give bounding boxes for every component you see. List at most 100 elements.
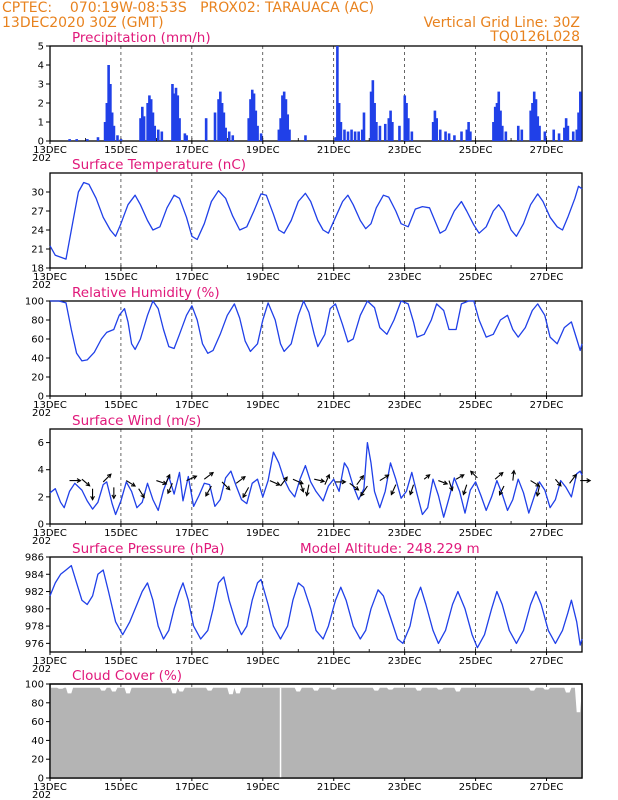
wind-arrow-26 bbox=[360, 485, 368, 497]
wind-xtick-label-5: 23DEC bbox=[388, 528, 422, 539]
precip-bar-14 bbox=[142, 116, 146, 141]
wind-arrow-17 bbox=[280, 476, 288, 487]
temp-ytick-label-1: 21 bbox=[31, 245, 44, 256]
precip-ytick-label-4: 4 bbox=[38, 61, 44, 72]
header-model-code: TQ0126L028 bbox=[490, 29, 580, 45]
precip-bar-27 bbox=[183, 133, 187, 141]
precip-ytick-label-2: 2 bbox=[38, 99, 44, 110]
wind-ytick-label-3: 6 bbox=[38, 438, 44, 449]
precip-bar-28 bbox=[185, 135, 188, 141]
precip-bar-106 bbox=[557, 133, 561, 141]
wind-arrow-43 bbox=[580, 478, 592, 483]
rh-ytick-label-2: 40 bbox=[31, 354, 44, 365]
precip-bar-58 bbox=[346, 131, 350, 141]
precip-bar-82 bbox=[444, 131, 447, 141]
precip-xtick-label-0: 13DEC bbox=[33, 145, 67, 156]
wind-arrow-30 bbox=[423, 474, 431, 480]
wind-year-label: 202 bbox=[32, 536, 51, 547]
precip-bar-5 bbox=[105, 103, 109, 141]
wind-xtick-label-7: 27DEC bbox=[530, 528, 564, 539]
precip-bar-69 bbox=[383, 123, 387, 141]
precip-bar-17 bbox=[149, 99, 153, 141]
cloud-xtick-label-5: 23DEC bbox=[388, 782, 422, 793]
precip-bar-62 bbox=[360, 129, 364, 141]
wind-arrow-38 bbox=[511, 469, 516, 481]
precip-bar-49 bbox=[284, 99, 288, 141]
precip-bar-33 bbox=[220, 103, 224, 141]
precip-bar-15 bbox=[146, 103, 149, 141]
wind-xtick-label-3: 19DEC bbox=[246, 528, 280, 539]
precip-ytick-label-5: 5 bbox=[38, 42, 44, 53]
wind-xtick-label-1: 15DEC bbox=[104, 528, 138, 539]
precip-bar-26 bbox=[178, 118, 181, 141]
precip-year-label: 202 bbox=[32, 153, 51, 164]
precip-bar-68 bbox=[378, 125, 382, 141]
wind-ytick-label-0: 0 bbox=[38, 520, 44, 531]
precip-bar-6 bbox=[107, 65, 110, 141]
precip-bar-92 bbox=[497, 91, 501, 141]
precip-bar-113 bbox=[579, 91, 582, 141]
wind-series-line bbox=[49, 441, 583, 518]
pres-year-label: 202 bbox=[32, 664, 51, 675]
rh-xtick-label-2: 17DEC bbox=[175, 400, 209, 411]
precip-bar-87 bbox=[467, 122, 470, 141]
pres-series-line bbox=[49, 564, 583, 649]
wind-arrow-1 bbox=[81, 478, 91, 487]
temp-ytick-label-4: 30 bbox=[31, 188, 44, 199]
precip-bar-65 bbox=[371, 80, 375, 141]
header-line-2: 13DEC2020 30Z (GMT) bbox=[2, 15, 164, 31]
precip-bar-108 bbox=[564, 118, 568, 141]
precip-bar-21 bbox=[160, 131, 164, 141]
rh-year-label: 202 bbox=[32, 408, 51, 419]
wind-arrow-24 bbox=[349, 482, 360, 491]
precip-bar-35 bbox=[224, 127, 227, 141]
precip-bar-103 bbox=[538, 125, 541, 141]
wind-arrow-2 bbox=[90, 488, 95, 501]
pres-xtick-label-0: 13DEC bbox=[33, 656, 67, 667]
wind-arrow-34 bbox=[462, 484, 468, 496]
pres-ytick-label-0: 976 bbox=[25, 639, 44, 650]
precip-bar-84 bbox=[453, 135, 456, 141]
cloud-xtick-label-3: 19DEC bbox=[246, 782, 280, 793]
precip-bar-64 bbox=[369, 91, 373, 141]
wind-ytick-label-1: 2 bbox=[38, 492, 44, 503]
wind-arrow-18 bbox=[292, 478, 304, 485]
wind-arrow-4 bbox=[111, 487, 117, 500]
pres-xtick-label-2: 17DEC bbox=[175, 656, 209, 667]
rh-xtick-label-4: 21DEC bbox=[317, 400, 351, 411]
wind-arrow-15 bbox=[242, 487, 250, 499]
wind-arrow-7 bbox=[156, 480, 168, 486]
wind-arrow-35 bbox=[469, 470, 478, 479]
precip-bar-38 bbox=[247, 118, 251, 141]
wind-arrow-29 bbox=[408, 484, 415, 496]
rh-ytick-label-1: 20 bbox=[31, 373, 44, 384]
rh-ytick-label-3: 60 bbox=[31, 335, 44, 346]
pres-ytick-label-2: 980 bbox=[25, 604, 44, 615]
precip-bar-91 bbox=[495, 103, 499, 141]
temp-xtick-label-1: 15DEC bbox=[104, 272, 138, 283]
precip-bar-77 bbox=[410, 131, 414, 141]
precip-bar-53 bbox=[334, 137, 337, 141]
wind-arrow-20 bbox=[304, 484, 310, 497]
precip-bar-46 bbox=[279, 118, 282, 141]
temp-xtick-label-4: 21DEC bbox=[317, 272, 351, 283]
precip-bar-30 bbox=[213, 112, 217, 141]
precip-bar-29 bbox=[204, 118, 208, 141]
precip-bar-95 bbox=[504, 131, 508, 141]
rh-xtick-label-1: 15DEC bbox=[104, 400, 138, 411]
pres-xtick-label-3: 19DEC bbox=[246, 656, 280, 667]
wind-arrow-13 bbox=[221, 481, 231, 491]
precip-bar-110 bbox=[571, 131, 575, 141]
precip-bar-90 bbox=[493, 106, 497, 141]
precip-xtick-label-3: 19DEC bbox=[246, 145, 280, 156]
precip-bar-79 bbox=[433, 110, 437, 141]
wind-arrow-33 bbox=[455, 474, 465, 480]
precip-bar-67 bbox=[375, 122, 378, 141]
precip-bar-72 bbox=[391, 122, 394, 141]
precip-bar-52 bbox=[304, 135, 307, 141]
header-grid-info: Vertical Grid Line: 30Z bbox=[423, 15, 580, 31]
temp-ytick-label-2: 24 bbox=[31, 226, 44, 237]
temp-ytick-label-0: 18 bbox=[31, 264, 44, 275]
rh-ytick-label-4: 80 bbox=[31, 316, 44, 327]
precip-bar-11 bbox=[119, 139, 123, 141]
